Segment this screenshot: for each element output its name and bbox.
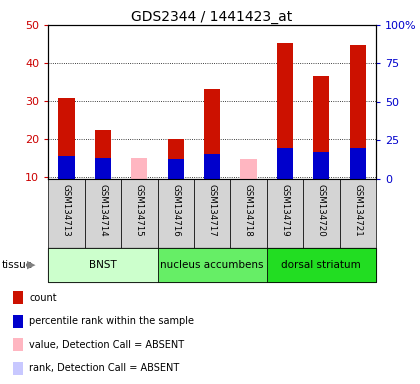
Bar	[85, 179, 121, 248]
Text: rank, Detection Call = ABSENT: rank, Detection Call = ABSENT	[29, 363, 180, 373]
Text: GSM134717: GSM134717	[207, 184, 217, 237]
Text: value, Detection Call = ABSENT: value, Detection Call = ABSENT	[29, 340, 184, 350]
Text: GSM134720: GSM134720	[317, 184, 326, 237]
Bar	[13, 362, 23, 375]
Bar	[121, 179, 158, 248]
Bar	[95, 158, 111, 179]
Bar	[13, 291, 23, 304]
Bar	[158, 248, 267, 282]
Bar	[204, 154, 221, 179]
Bar	[158, 179, 194, 248]
Bar	[58, 156, 75, 179]
Text: tissue: tissue	[2, 260, 33, 270]
Bar	[277, 43, 293, 179]
Bar	[339, 179, 376, 248]
Bar	[267, 179, 303, 248]
Text: GSM134716: GSM134716	[171, 184, 180, 237]
Bar	[313, 76, 330, 179]
Text: BNST: BNST	[89, 260, 117, 270]
Bar	[230, 179, 267, 248]
Bar	[58, 98, 75, 179]
Bar	[349, 148, 366, 179]
Bar	[204, 89, 221, 179]
Title: GDS2344 / 1441423_at: GDS2344 / 1441423_at	[131, 10, 293, 24]
Bar	[267, 248, 376, 282]
Bar	[168, 139, 184, 179]
Text: ▶: ▶	[27, 260, 36, 270]
Bar	[277, 148, 293, 179]
Text: nucleus accumbens: nucleus accumbens	[160, 260, 264, 270]
Text: GSM134714: GSM134714	[98, 184, 108, 237]
Text: GSM134718: GSM134718	[244, 184, 253, 237]
Bar	[48, 248, 158, 282]
Text: GSM134721: GSM134721	[353, 184, 362, 237]
Bar	[194, 179, 230, 248]
Bar	[303, 179, 339, 248]
Text: percentile rank within the sample: percentile rank within the sample	[29, 316, 194, 326]
Bar	[168, 159, 184, 179]
Bar	[240, 159, 257, 179]
Bar	[13, 315, 23, 328]
Text: GSM134715: GSM134715	[135, 184, 144, 237]
Bar	[95, 130, 111, 179]
Text: GSM134713: GSM134713	[62, 184, 71, 237]
Text: GSM134719: GSM134719	[281, 184, 289, 237]
Text: dorsal striatum: dorsal striatum	[281, 260, 361, 270]
Bar	[48, 179, 85, 248]
Text: count: count	[29, 293, 57, 303]
Bar	[13, 338, 23, 351]
Bar	[349, 45, 366, 179]
Bar	[313, 152, 330, 179]
Bar	[131, 159, 147, 179]
